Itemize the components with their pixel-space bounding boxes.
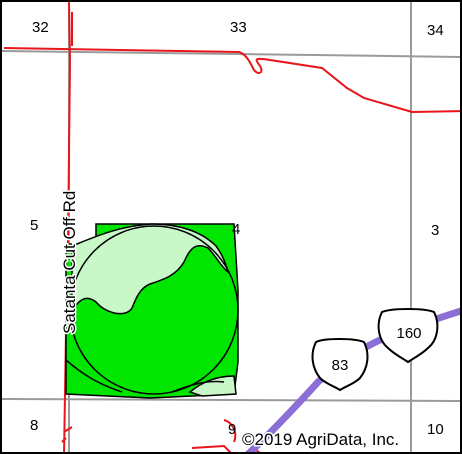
red-road-north	[3, 47, 460, 114]
section-number-32: 32	[32, 19, 49, 36]
shield-160-label: 160	[396, 325, 421, 342]
section-number-5: 5	[30, 217, 38, 234]
road-label-satanta: Satanta Cut Off Rd	[60, 191, 79, 334]
section-number-33: 33	[230, 19, 247, 36]
red-road-southwest	[61, 426, 73, 443]
red-road-south	[191, 419, 261, 452]
shield-160-outline	[377, 308, 439, 364]
field-light-zone-south	[188, 375, 237, 397]
shield-83-outline	[311, 338, 369, 392]
field-polygon	[65, 223, 239, 399]
copyright-text: ©2019 AgriData, Inc.	[242, 430, 399, 449]
section-number-8: 8	[30, 417, 38, 434]
us-83-shield: 83	[311, 338, 369, 392]
section-number-10: 10	[427, 421, 444, 438]
field-outline-south	[65, 359, 225, 393]
us-160-shield: 160	[377, 308, 439, 364]
section-line-south	[2, 398, 460, 402]
section-number-4: 4	[232, 221, 240, 238]
center-pivot-circle	[69, 225, 239, 395]
section-line-north	[2, 50, 460, 58]
section-number-3: 3	[431, 222, 439, 239]
section-number-9: 9	[228, 421, 236, 438]
field-light-zone-north	[71, 223, 230, 315]
section-number-34: 34	[427, 22, 444, 39]
shield-83-label: 83	[332, 357, 349, 374]
